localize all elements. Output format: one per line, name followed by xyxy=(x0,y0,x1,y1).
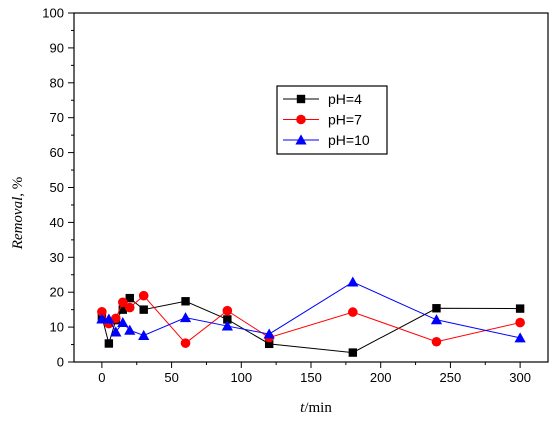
legend-entry: pH=10 xyxy=(283,132,370,148)
series-line xyxy=(101,297,521,354)
x-tick-label: 50 xyxy=(164,370,178,385)
data-point xyxy=(104,339,114,348)
legend-marker xyxy=(295,134,307,145)
data-point xyxy=(180,338,191,348)
series-line xyxy=(101,281,521,339)
legend: pH=4 pH=7 pH=10 xyxy=(276,85,388,155)
legend-label: pH=10 xyxy=(328,132,370,148)
data-point xyxy=(138,329,150,340)
legend-marker xyxy=(296,114,306,125)
x-tick-label: 300 xyxy=(509,370,531,385)
x-axis-title-main: t xyxy=(300,400,305,416)
x-tick-label: 200 xyxy=(370,370,392,385)
data-point xyxy=(348,348,358,357)
data-point xyxy=(514,332,526,343)
legend-label: pH=7 xyxy=(328,112,362,128)
axes: 0 50 100 150 200 250 300 0 10 20 30 40 50 60 70 80 90 100 xyxy=(42,6,549,385)
y-tick-label: 60 xyxy=(50,145,64,160)
data-point xyxy=(125,293,134,303)
y-tick-label: 100 xyxy=(42,6,64,21)
y-tick-label: 20 xyxy=(50,285,64,300)
data-point xyxy=(263,328,275,339)
data-point xyxy=(515,304,525,313)
x-tick-label: 250 xyxy=(440,370,462,385)
data-point xyxy=(103,313,115,324)
y-axis-title: Removal, % xyxy=(10,177,26,250)
x-axis-title: t/min xyxy=(300,400,332,416)
data-point xyxy=(97,306,107,317)
series-line xyxy=(101,294,521,344)
y-tick-label: 90 xyxy=(50,40,64,55)
legend-entry: pH=4 xyxy=(283,91,362,107)
data-point xyxy=(139,305,148,314)
legend-entry: pH=7 xyxy=(283,112,362,128)
data-point xyxy=(222,305,233,316)
data-point xyxy=(179,312,192,323)
y-tick-label: 80 xyxy=(50,75,64,90)
data-point xyxy=(118,305,127,314)
legend-label: pH=4 xyxy=(328,91,362,107)
y-axis-title-unit: , % xyxy=(10,177,26,197)
y-tick-label: 70 xyxy=(50,110,64,125)
y-axis-title-main: Removal xyxy=(10,197,26,250)
data-point xyxy=(347,276,359,287)
series-2 xyxy=(96,276,526,343)
legend-marker xyxy=(296,94,306,104)
x-tick-label: 150 xyxy=(300,370,322,385)
data-point xyxy=(430,314,443,325)
data-point xyxy=(117,316,129,328)
data-point xyxy=(348,307,358,317)
y-tick-label: 30 xyxy=(50,250,64,265)
x-tick-label: 100 xyxy=(230,370,252,385)
x-tick-label: 0 xyxy=(98,370,105,385)
data-point xyxy=(124,324,136,335)
data-point xyxy=(264,339,274,349)
y-tick-label: 0 xyxy=(57,355,64,370)
data-point xyxy=(124,302,135,313)
series-1 xyxy=(97,290,525,348)
data-point xyxy=(181,297,190,306)
data-point xyxy=(117,297,128,308)
data-point xyxy=(111,313,121,324)
data-point xyxy=(223,315,232,324)
data-point xyxy=(110,326,122,337)
data-point xyxy=(431,336,442,347)
y-tick-label: 10 xyxy=(50,320,64,335)
data-point xyxy=(515,317,525,328)
data-point xyxy=(138,290,149,301)
plot-area xyxy=(96,276,526,357)
y-tick-label: 50 xyxy=(50,180,64,195)
data-point xyxy=(432,304,441,313)
y-tick-label: 40 xyxy=(50,215,64,230)
x-axis-title-unit: /min xyxy=(304,400,332,416)
data-point xyxy=(221,320,233,331)
